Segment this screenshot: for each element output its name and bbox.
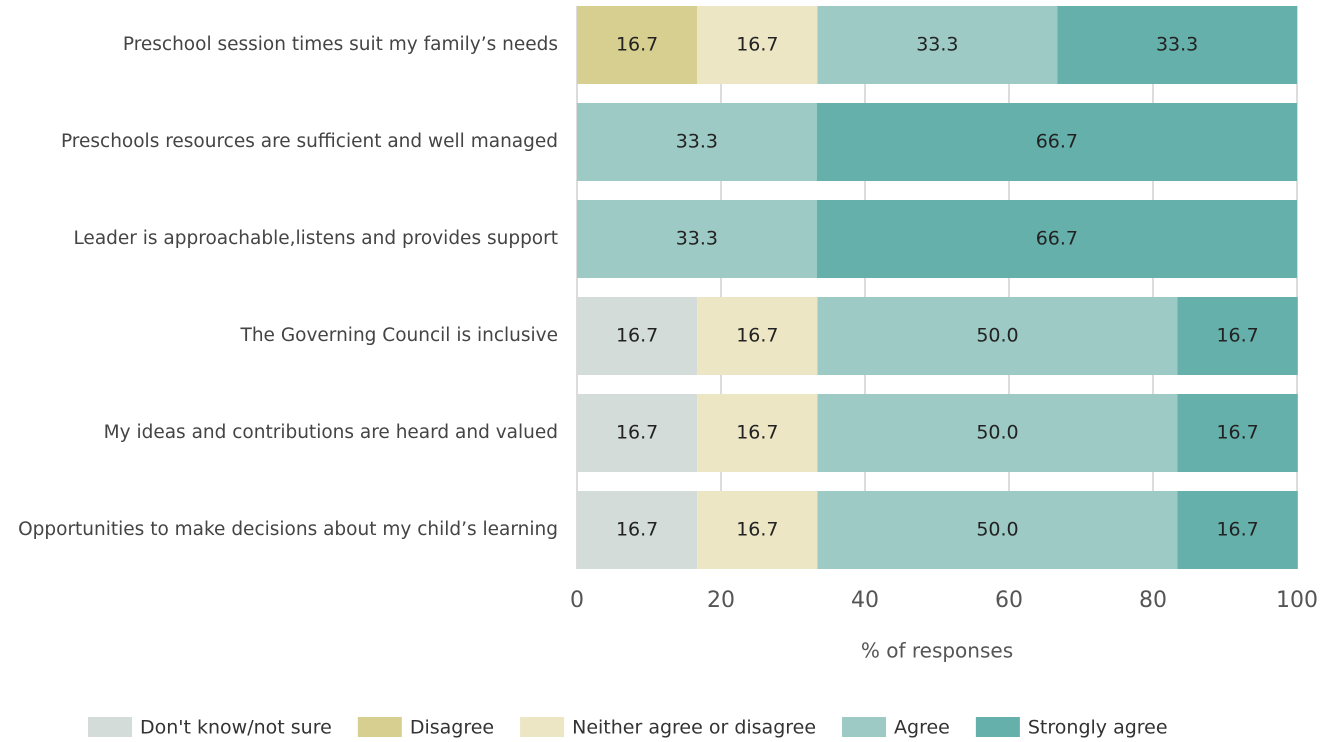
data-label: 16.7 — [1216, 325, 1258, 347]
bar-segment — [816, 103, 1297, 181]
x-tick-label: 60 — [995, 588, 1023, 613]
y-tick-label: Preschools resources are sufficient and … — [61, 131, 558, 152]
data-label: 16.7 — [1216, 422, 1258, 444]
data-label: 16.7 — [616, 325, 658, 347]
data-label: 33.3 — [676, 228, 718, 250]
data-label: 66.7 — [1036, 131, 1078, 153]
bar-segment — [577, 491, 698, 569]
data-label: 16.7 — [736, 422, 778, 444]
bar-segment — [1177, 297, 1298, 375]
bar-segment — [577, 103, 817, 181]
bar-segment — [697, 297, 818, 375]
bar-segment — [577, 6, 698, 84]
bar-segment — [697, 491, 818, 569]
data-label: 66.7 — [1036, 228, 1078, 250]
data-label: 16.7 — [1216, 519, 1258, 541]
data-label: 16.7 — [736, 34, 778, 56]
data-label: 33.3 — [676, 131, 718, 153]
y-tick-label: My ideas and contributions are heard and… — [104, 422, 558, 443]
x-axis-label: % of responses — [861, 639, 1013, 663]
data-label: 33.3 — [1156, 34, 1198, 56]
x-tick-label: 80 — [1139, 588, 1167, 613]
legend-swatch — [842, 717, 887, 737]
data-label: 16.7 — [616, 422, 658, 444]
legend-swatch — [975, 717, 1020, 737]
x-tick-label: 40 — [851, 588, 879, 613]
bar-segment — [1177, 394, 1298, 472]
data-label: 50.0 — [976, 519, 1018, 541]
bar-segment — [817, 6, 1058, 84]
bar-segment — [577, 297, 698, 375]
x-tick-label: 100 — [1276, 588, 1318, 613]
bar-segment — [816, 200, 1297, 278]
x-tick-label: 0 — [570, 588, 584, 613]
data-label: 16.7 — [736, 519, 778, 541]
data-label: 33.3 — [916, 34, 958, 56]
legend-label: Don't know/not sure — [140, 717, 332, 739]
y-tick-label: Leader is approachable,listens and provi… — [73, 228, 558, 249]
bar-segment — [697, 6, 818, 84]
legend-label: Disagree — [410, 717, 494, 739]
legend-label: Neither agree or disagree — [572, 717, 816, 739]
legend-swatch — [520, 717, 565, 737]
data-label: 16.7 — [616, 519, 658, 541]
bar-segment — [817, 297, 1178, 375]
data-label: 16.7 — [736, 325, 778, 347]
bar-segment — [577, 394, 698, 472]
bar-segment — [577, 200, 817, 278]
bar-segment — [817, 491, 1178, 569]
bar-segment — [1057, 6, 1297, 84]
x-tick-label: 20 — [707, 588, 735, 613]
bar-segment — [697, 394, 818, 472]
bar-segment — [817, 394, 1178, 472]
data-label: 50.0 — [976, 422, 1018, 444]
y-tick-label: The Governing Council is inclusive — [240, 325, 558, 346]
legend-swatch — [357, 717, 402, 737]
bar-segment — [1177, 491, 1298, 569]
legend-swatch — [88, 717, 132, 737]
data-label: 16.7 — [616, 34, 658, 56]
data-label: 50.0 — [976, 325, 1018, 347]
legend-label: Strongly agree — [1028, 717, 1168, 739]
legend-label: Agree — [894, 717, 950, 739]
y-tick-label: Preschool session times suit my family’s… — [123, 34, 558, 55]
y-tick-label: Opportunities to make decisions about my… — [18, 519, 558, 540]
